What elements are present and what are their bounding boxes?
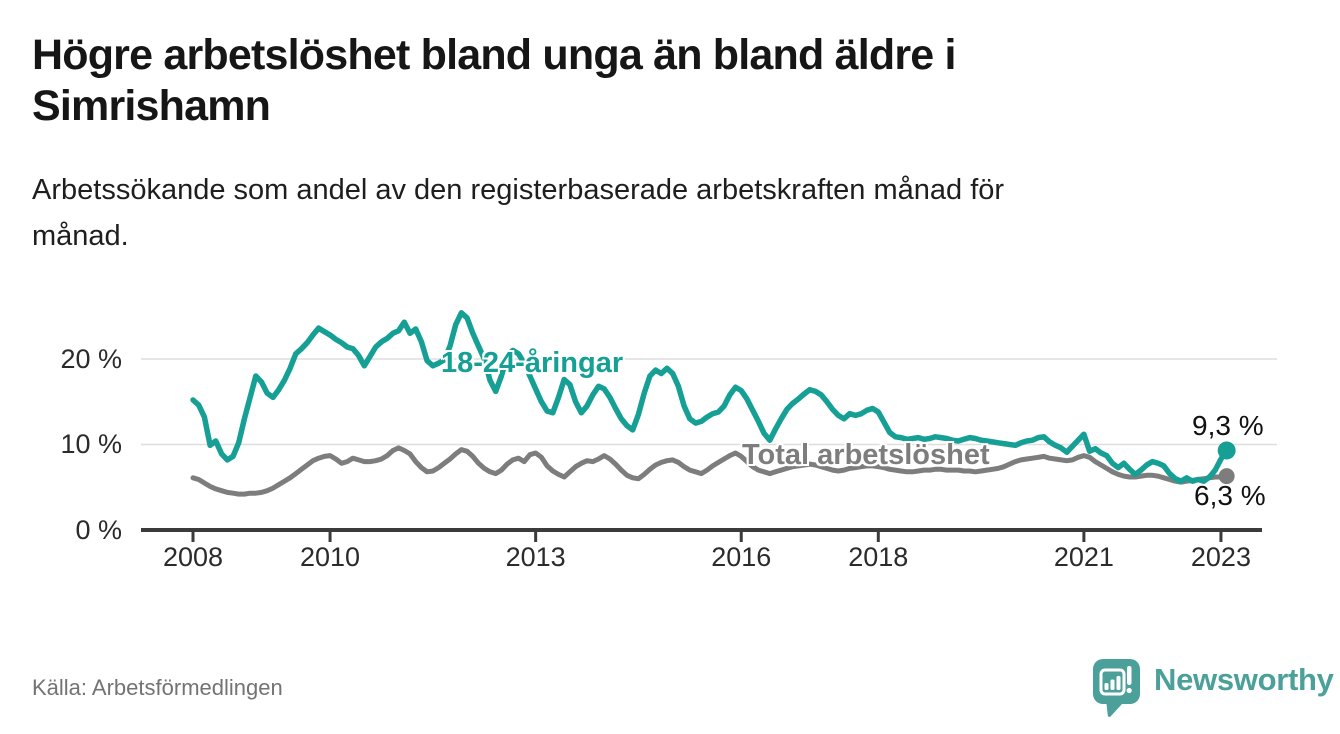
total-end-dot	[1218, 468, 1235, 485]
newsworthy-logo-text: Newsworthy	[1154, 662, 1334, 697]
x-tick-label-2021: 2021	[1053, 542, 1114, 572]
series-label-youth: 18-24-åringar	[441, 347, 624, 379]
logo-exclamation-bar	[1127, 666, 1132, 685]
newsworthy-logo: Newsworthy	[1092, 658, 1334, 718]
logo-bar-3	[1116, 676, 1121, 690]
x-tick-label-2013: 2013	[505, 542, 566, 572]
series-label-total: Total arbetslöshet	[742, 439, 990, 471]
page-subtitle-line2: månad.	[32, 220, 129, 252]
y-tick-label-20: 20 %	[60, 343, 122, 374]
x-tick-label-2018: 2018	[848, 542, 909, 572]
x-tick-label-2008: 2008	[162, 542, 224, 572]
end-value-label-youth: 9,3 %	[1192, 410, 1264, 441]
page-title-line2: Simrishamn	[32, 82, 271, 130]
source-note: Källa: Arbetsförmedlingen	[32, 675, 283, 700]
end-value-label-total: 6,3 %	[1194, 480, 1266, 511]
youth-end-dot	[1217, 441, 1236, 460]
logo-exclamation-dot	[1126, 687, 1132, 694]
newsworthy-logo-icon	[1093, 659, 1140, 717]
page-subtitle: Arbetssökande som andel av den registerb…	[32, 167, 1262, 259]
x-tick-label-2023: 2023	[1190, 542, 1251, 572]
page-title-line1: Högre arbetslöshet bland unga än bland ä…	[32, 31, 957, 79]
logo-bar-2	[1110, 679, 1115, 690]
page-subtitle-line1: Arbetssökande som andel av den registerb…	[32, 174, 1005, 206]
page-title: Högre arbetslöshet bland unga än bland ä…	[32, 30, 1232, 132]
y-tick-label-10: 10 %	[60, 429, 122, 460]
logo-chart-frame	[1099, 668, 1126, 696]
x-tick-label-2016: 2016	[711, 542, 772, 572]
y-tick-label-0: 0 %	[75, 515, 122, 545]
logo-bar-1	[1104, 683, 1109, 690]
total-series-line	[190, 445, 1230, 497]
youth-series-line	[190, 310, 1230, 484]
x-tick-label-2010: 2010	[300, 542, 361, 572]
